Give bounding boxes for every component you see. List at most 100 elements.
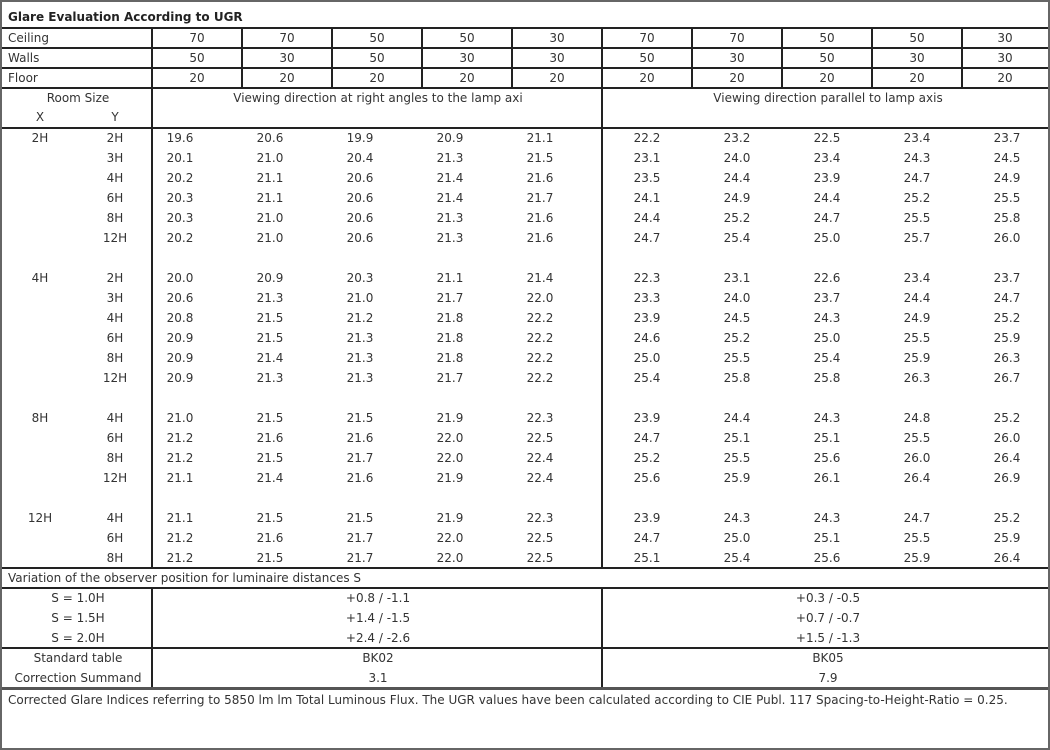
ugr-value: 25.6 (813, 451, 841, 465)
reflectance-value: 30 (997, 31, 1013, 45)
column-divider (961, 28, 963, 88)
ugr-value: 21.3 (256, 291, 284, 305)
column-divider (691, 28, 693, 88)
room-size-label: Room Size (46, 91, 110, 105)
ugr-value: 22.6 (813, 271, 841, 285)
reflectance-label-floor: Floor (8, 71, 38, 85)
divider (2, 687, 1048, 690)
row-divider (2, 47, 1048, 49)
ugr-value: 21.4 (256, 351, 284, 365)
ugr-value: 22.2 (526, 331, 554, 345)
room-y-value: 4H (106, 411, 124, 425)
reflectance-value: 20 (549, 71, 565, 85)
ugr-value: 21.7 (436, 371, 464, 385)
ugr-value: 21.9 (436, 471, 464, 485)
ugr-value: 22.0 (526, 291, 554, 305)
ugr-value: 25.9 (903, 551, 931, 565)
ugr-value: 21.8 (436, 351, 464, 365)
reflectance-value: 20 (369, 71, 385, 85)
reflectance-value: 50 (189, 51, 205, 65)
ugr-value: 24.3 (813, 511, 841, 525)
column-divider (151, 588, 153, 688)
ugr-value: 23.9 (633, 311, 661, 325)
variation-parallel: +0.7 / -0.7 (795, 611, 861, 625)
ugr-value: 24.0 (723, 151, 751, 165)
column-divider (241, 28, 243, 88)
reflectance-label-walls: Walls (8, 51, 40, 65)
ugr-value: 21.1 (526, 131, 554, 145)
column-divider (331, 28, 333, 88)
ugr-value: 21.3 (436, 151, 464, 165)
y-label: Y (111, 110, 119, 124)
room-y-value: 4H (106, 311, 124, 325)
ugr-value: 20.6 (256, 131, 284, 145)
variation-label: S = 1.0H (51, 591, 105, 605)
ugr-value: 24.0 (723, 291, 751, 305)
ugr-value: 21.0 (166, 411, 194, 425)
ugr-value: 21.7 (346, 551, 374, 565)
ugr-value: 21.6 (526, 171, 554, 185)
ugr-value: 21.8 (436, 331, 464, 345)
ugr-value: 25.6 (633, 471, 661, 485)
row-divider (2, 67, 1048, 69)
ugr-value: 25.8 (813, 371, 841, 385)
ugr-value: 22.0 (436, 451, 464, 465)
ugr-value: 22.2 (526, 351, 554, 365)
reflectance-value: 30 (279, 51, 295, 65)
variation-parallel: +0.3 / -0.5 (795, 591, 861, 605)
ugr-value: 26.4 (993, 551, 1021, 565)
ugr-value: 26.4 (993, 451, 1021, 465)
ugr-value: 25.1 (813, 531, 841, 545)
ugr-value: 25.5 (723, 451, 751, 465)
ugr-value: 21.3 (346, 351, 374, 365)
ugr-value: 21.5 (256, 511, 284, 525)
ugr-value: 21.0 (256, 211, 284, 225)
ugr-value: 21.7 (526, 191, 554, 205)
reflectance-value: 30 (909, 51, 925, 65)
ugr-value: 20.6 (346, 211, 374, 225)
direction-right-angles-header: Viewing direction at right angles to the… (233, 91, 523, 105)
reflectance-value: 50 (819, 51, 835, 65)
table-title: Glare Evaluation According to UGR (8, 10, 243, 24)
ugr-value: 22.5 (526, 531, 554, 545)
column-divider (601, 588, 603, 688)
ugr-value: 20.2 (166, 171, 194, 185)
ugr-value: 24.4 (723, 411, 751, 425)
ugr-value: 24.7 (903, 511, 931, 525)
variation-right-angles: +1.4 / -1.5 (345, 611, 411, 625)
reflectance-value: 50 (819, 31, 835, 45)
room-y-value: 8H (106, 351, 124, 365)
ugr-value: 23.9 (633, 411, 661, 425)
ugr-value: 23.1 (723, 271, 751, 285)
ugr-value: 25.5 (723, 351, 751, 365)
reflectance-value: 30 (549, 51, 565, 65)
ugr-value: 21.5 (256, 451, 284, 465)
reflectance-value: 20 (909, 71, 925, 85)
ugr-value: 20.3 (166, 191, 194, 205)
ugr-value: 19.6 (166, 131, 194, 145)
variation-label: S = 2.0H (51, 631, 105, 645)
ugr-value: 25.0 (813, 331, 841, 345)
column-divider (601, 28, 603, 88)
room-y-value: 8H (106, 211, 124, 225)
ugr-value: 26.7 (993, 371, 1021, 385)
ugr-value: 22.3 (633, 271, 661, 285)
room-x-value: 4H (31, 271, 49, 285)
ugr-value: 24.7 (633, 231, 661, 245)
ugr-value: 20.1 (166, 151, 194, 165)
ugr-value: 22.5 (526, 551, 554, 565)
ugr-value: 21.4 (436, 191, 464, 205)
ugr-value: 22.0 (436, 431, 464, 445)
ugr-value: 25.4 (723, 231, 751, 245)
ugr-value: 21.6 (256, 531, 284, 545)
ugr-value: 22.2 (633, 131, 661, 145)
ugr-value: 21.4 (256, 471, 284, 485)
ugr-value: 26.0 (993, 231, 1021, 245)
ugr-value: 25.5 (993, 191, 1021, 205)
ugr-value: 21.2 (166, 451, 194, 465)
ugr-value: 23.2 (723, 131, 751, 145)
ugr-value: 21.3 (436, 231, 464, 245)
ugr-value: 25.9 (993, 331, 1021, 345)
column-divider (511, 28, 513, 88)
